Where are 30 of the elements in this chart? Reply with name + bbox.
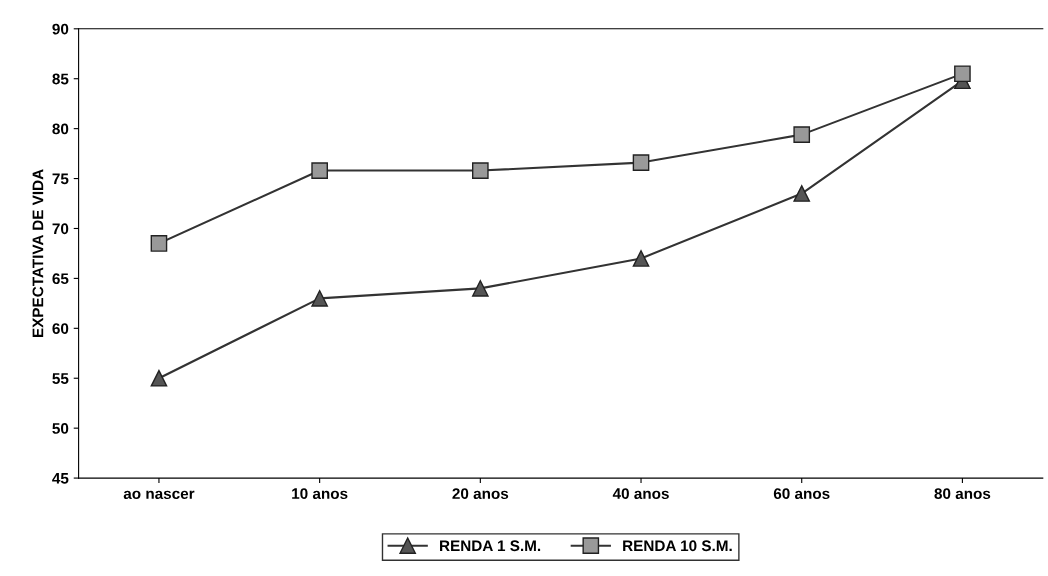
y-tick-label: 80 <box>52 123 69 135</box>
point <box>150 235 168 252</box>
point <box>311 290 328 307</box>
y-tick-label: 85 <box>52 73 69 85</box>
point <box>471 280 489 297</box>
point <box>793 126 811 143</box>
x-tick-label: 80 anos <box>934 488 991 500</box>
point <box>793 185 811 202</box>
point <box>150 369 168 387</box>
y-tick-label: 55 <box>52 373 69 384</box>
y-tick-label: 50 <box>52 423 69 434</box>
point <box>311 162 328 179</box>
x-tick-label: 60 anos <box>773 488 830 500</box>
legend-label: RENDA 1 S.M. <box>440 540 541 552</box>
x-tick-label: ao nascer <box>123 490 195 500</box>
y-tick-label: 60 <box>52 323 69 335</box>
y-tick-label: 65 <box>52 273 69 285</box>
y-tick-label: 70 <box>52 223 69 235</box>
point <box>954 65 971 83</box>
x-tick-label: 20 anos <box>452 488 509 500</box>
x-tick-label: 10 anos <box>292 488 348 500</box>
y-tick-label: 45 <box>52 473 69 484</box>
y-axis-title: EXPECTATIVA DE VIDA <box>32 169 44 338</box>
point <box>632 250 650 267</box>
y-tick-label: 90 <box>52 23 69 35</box>
point <box>632 154 650 171</box>
point <box>471 162 489 179</box>
legend-label: RENDA 10 S.M. <box>623 540 732 552</box>
y-tick-label: 75 <box>52 173 69 185</box>
x-tick-label: 40 anos <box>612 488 669 500</box>
